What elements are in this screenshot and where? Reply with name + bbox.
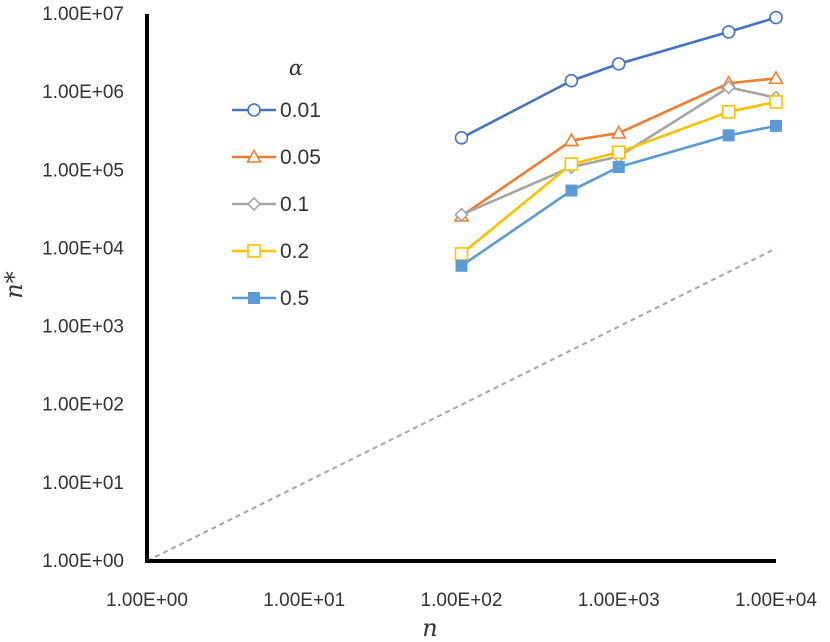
y-axis-label: n*	[0, 271, 28, 298]
legend-swatch-marker	[247, 244, 261, 258]
legend-label: 0.1	[280, 193, 309, 216]
data-point	[611, 57, 626, 71]
y-tick-label: 1.00E+02	[42, 395, 124, 416]
legend-item: 0.05	[232, 146, 321, 169]
data-point	[721, 80, 736, 95]
x-axis-label: n	[422, 614, 437, 642]
x-tick-label: 1.00E+04	[735, 590, 817, 611]
data-point	[565, 184, 578, 197]
series-layer	[453, 10, 784, 272]
data-point	[564, 73, 579, 88]
data-point	[612, 161, 625, 174]
data-point	[611, 145, 626, 160]
legend-label: 0.2	[280, 240, 309, 263]
legend-label: 0.5	[280, 287, 309, 310]
legend-swatch-marker	[246, 196, 262, 212]
legend-item: 0.2	[232, 240, 309, 263]
tick-labels: 1.00E+00 1.00E+01 1.00E+02 1.00E+03 1.00E+04…	[42, 4, 817, 611]
y-tick-label: 1.00E+01	[42, 473, 124, 494]
legend-label: 0.05	[280, 146, 321, 169]
reference-line	[146, 247, 777, 562]
y-tick-label: 1.00E+04	[42, 238, 124, 259]
series-line	[460, 100, 777, 255]
legend-title: α	[289, 56, 303, 80]
data-point	[770, 119, 782, 132]
y-tick-label: 1.00E+00	[42, 551, 124, 572]
y-tick-label: 1.00E+05	[42, 160, 124, 181]
data-point	[610, 124, 627, 139]
x-tick-label: 1.00E+01	[263, 590, 345, 611]
legend-label: 0.01	[280, 99, 321, 122]
data-point	[769, 10, 783, 25]
data-point	[454, 131, 469, 145]
data-point	[563, 132, 580, 147]
data-point	[721, 105, 736, 119]
data-point	[769, 95, 783, 109]
x-tick-label: 1.00E+02	[421, 590, 503, 611]
data-point	[768, 70, 784, 85]
legend: α 0.01 0.05 0.1 0.2 0.5	[232, 56, 321, 310]
y-tick-label: 1.00E+03	[42, 317, 124, 338]
axes	[145, 14, 776, 563]
x-tick-label: 1.00E+03	[578, 590, 660, 611]
legend-swatch-marker	[248, 292, 260, 304]
y-tick-label: 1.00E+06	[42, 82, 124, 103]
legend-item: 0.01	[232, 99, 321, 122]
data-point	[722, 129, 735, 142]
data-point	[455, 259, 468, 272]
legend-swatch-marker	[246, 148, 262, 163]
x-tick-label: 1.00E+00	[106, 590, 188, 611]
data-point	[454, 207, 469, 222]
reference-line-layer	[146, 247, 777, 562]
data-point	[721, 25, 736, 39]
series-0.2	[454, 95, 783, 261]
data-point	[564, 157, 579, 171]
series-0.5	[455, 119, 782, 272]
series-0.01	[454, 10, 783, 145]
legend-item: 0.5	[232, 287, 309, 310]
legend-item: 0.1	[232, 193, 309, 216]
legend-swatch-marker	[247, 103, 261, 117]
data-point	[454, 247, 469, 261]
y-tick-label: 1.00E+07	[42, 4, 124, 25]
